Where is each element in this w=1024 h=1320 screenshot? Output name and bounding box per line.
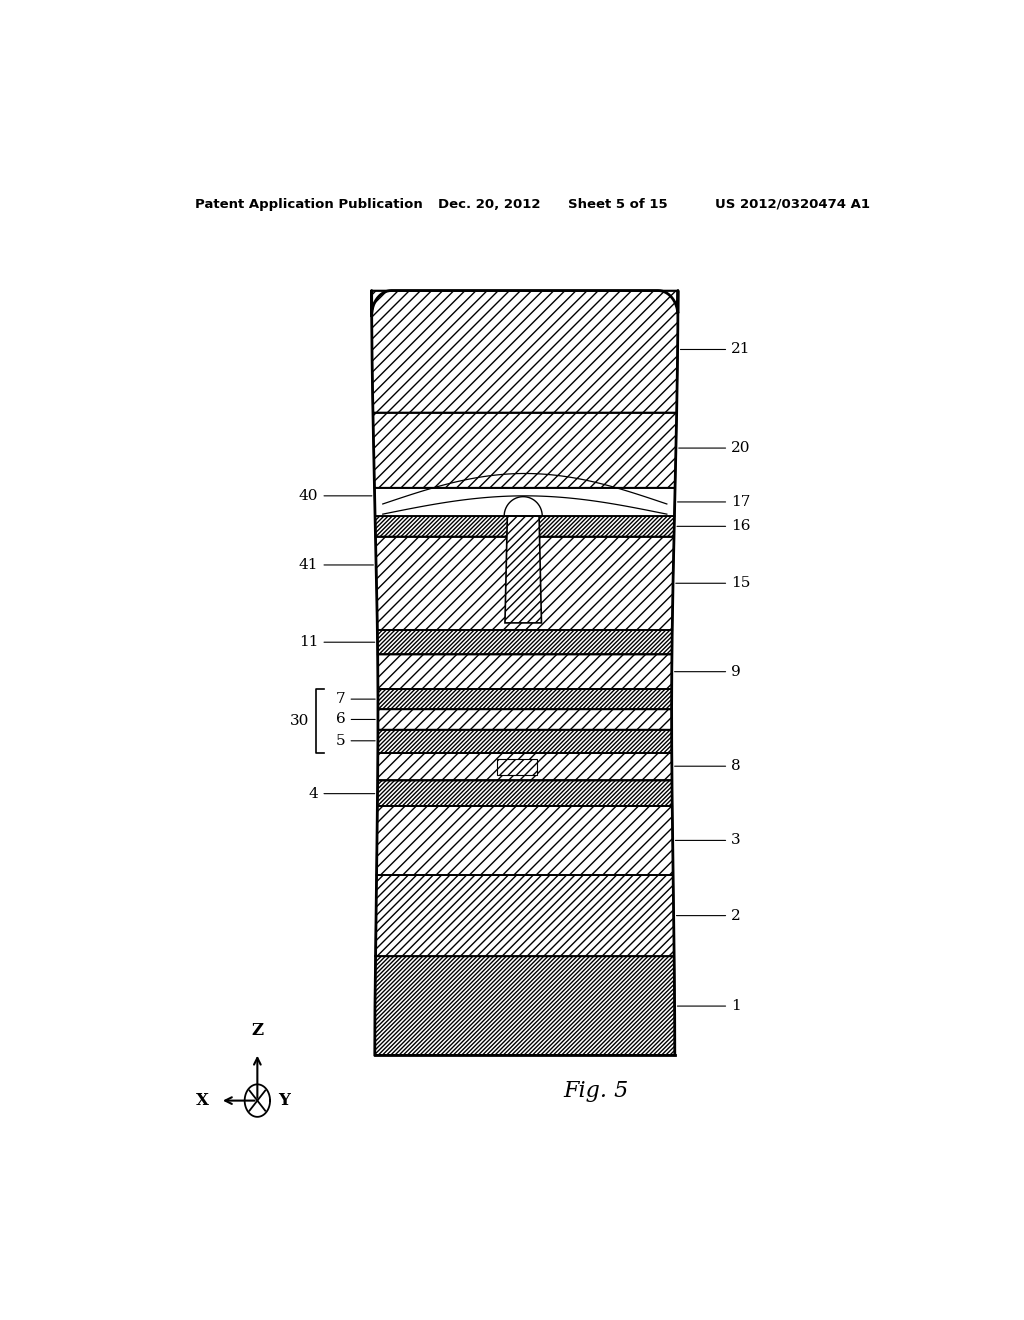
Polygon shape [372,290,678,412]
Polygon shape [375,487,675,516]
Text: 16: 16 [677,519,751,533]
Polygon shape [505,516,542,623]
Text: Patent Application Publication: Patent Application Publication [196,198,423,211]
Polygon shape [378,689,672,709]
Text: 5: 5 [336,734,375,748]
Text: 41: 41 [299,558,374,572]
Text: Dec. 20, 2012: Dec. 20, 2012 [437,198,540,211]
Polygon shape [378,730,672,752]
Text: 2: 2 [677,908,741,923]
Text: Sheet 5 of 15: Sheet 5 of 15 [568,198,668,211]
Text: 11: 11 [299,635,375,649]
Text: X: X [196,1092,209,1109]
Polygon shape [497,759,537,775]
Polygon shape [376,875,674,956]
Text: US 2012/0320474 A1: US 2012/0320474 A1 [715,198,870,211]
Text: 6: 6 [336,713,375,726]
Text: 21: 21 [680,342,751,356]
Polygon shape [375,956,675,1055]
Text: 40: 40 [299,488,372,503]
Polygon shape [378,655,672,689]
Text: 3: 3 [676,833,740,847]
Text: 4: 4 [308,787,375,801]
Text: 9: 9 [675,665,741,678]
Text: 15: 15 [676,577,751,590]
Polygon shape [378,630,672,655]
Text: Z: Z [251,1022,263,1039]
Polygon shape [378,709,672,730]
Text: 20: 20 [679,441,751,455]
Text: 8: 8 [675,759,740,774]
Text: 7: 7 [336,692,375,706]
Polygon shape [378,780,672,805]
Text: Fig. 5: Fig. 5 [563,1081,629,1102]
Polygon shape [376,536,674,630]
Text: Y: Y [278,1092,290,1109]
Polygon shape [373,412,677,487]
Polygon shape [375,516,675,536]
Polygon shape [378,752,672,780]
Polygon shape [377,805,673,875]
Text: 17: 17 [678,495,751,510]
Text: 1: 1 [678,999,741,1012]
Text: 30: 30 [291,714,309,727]
